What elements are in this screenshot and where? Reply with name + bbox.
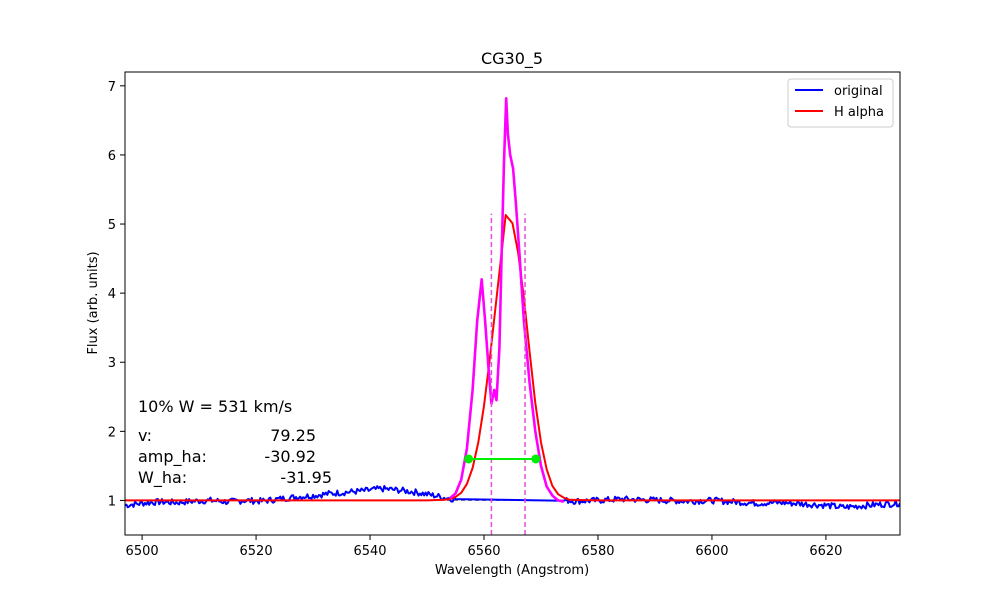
plot-frame bbox=[124, 71, 901, 536]
y-axis-label: Flux (arb. units) bbox=[86, 251, 101, 354]
y-tick-label: 7 bbox=[108, 80, 116, 95]
marker-layer bbox=[464, 213, 541, 535]
legend-label-original: original bbox=[834, 84, 883, 99]
chart-title: CG30_5 bbox=[481, 49, 543, 69]
series-line-observed-line-profile bbox=[448, 97, 565, 504]
x-axis-ticks: 6500 6520 6540 6560 6580 6600 6620 bbox=[126, 535, 842, 559]
w-label: W_ha: bbox=[138, 468, 187, 488]
y-tick-label: 1 bbox=[108, 494, 116, 509]
width-segment-endpoint-1 bbox=[531, 454, 541, 464]
y-tick-label: 5 bbox=[108, 218, 116, 233]
amp-label: amp_ha: bbox=[138, 447, 207, 467]
v-label: v: bbox=[138, 426, 152, 445]
v-value: 79.25 bbox=[270, 426, 316, 445]
x-tick-label: 6540 bbox=[353, 544, 386, 559]
w-value: -31.95 bbox=[280, 468, 332, 487]
x-tick-label: 6580 bbox=[581, 544, 614, 559]
width-annotation: 10% W = 531 km/s bbox=[138, 397, 292, 416]
y-tick-label: 2 bbox=[108, 425, 116, 440]
x-tick-label: 6560 bbox=[467, 544, 500, 559]
series-line-h-alpha bbox=[125, 214, 900, 502]
x-tick-label: 6500 bbox=[126, 544, 159, 559]
y-tick-label: 3 bbox=[108, 356, 116, 371]
x-tick-label: 6620 bbox=[809, 544, 842, 559]
x-tick-label: 6520 bbox=[240, 544, 273, 559]
x-axis-label: Wavelength (Angstrom) bbox=[435, 563, 589, 578]
legend-label-h-alpha: H alpha bbox=[834, 105, 884, 120]
plot-area bbox=[125, 97, 900, 535]
series-layer bbox=[125, 97, 900, 510]
legend: original H alpha bbox=[787, 78, 894, 128]
annotation-block: 10% W = 531 km/s v: 79.25 amp_ha: -30.92… bbox=[138, 397, 332, 488]
width-segment-endpoint-0 bbox=[464, 454, 474, 464]
y-tick-label: 6 bbox=[108, 149, 116, 164]
x-tick-label: 6600 bbox=[695, 544, 728, 559]
amp-value: -30.92 bbox=[264, 447, 316, 466]
y-tick-label: 4 bbox=[108, 287, 116, 302]
y-axis-ticks: 1 2 3 4 5 6 7 bbox=[108, 80, 125, 509]
